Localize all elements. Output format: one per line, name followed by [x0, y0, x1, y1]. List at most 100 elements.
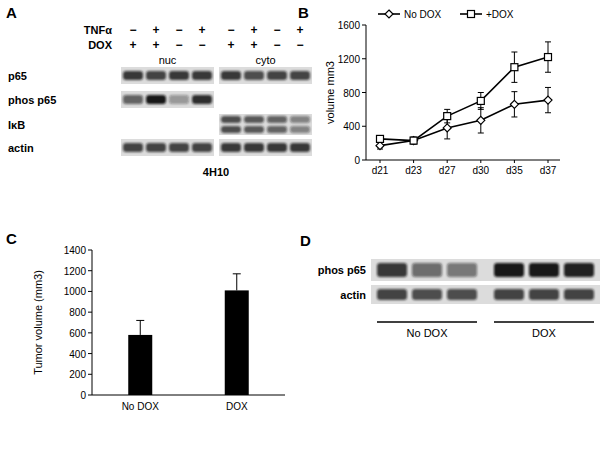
blot-band: [267, 143, 287, 152]
blot-band: [447, 289, 477, 300]
plot-area: [128, 274, 249, 395]
series-line: [380, 100, 548, 146]
blot-band: [529, 289, 559, 300]
y-tick-label: 1600: [338, 20, 361, 31]
error-bar-cap: [545, 41, 551, 42]
y-tick-label: 400: [343, 121, 360, 132]
error-bar: [377, 142, 383, 149]
error-bar: [377, 136, 383, 143]
condition-sign: +: [152, 23, 159, 37]
x-tick-label: d23: [405, 165, 422, 176]
plot-area: [376, 42, 552, 150]
blot-band: [529, 263, 559, 277]
blot-band: [123, 95, 143, 104]
blot-row-label: IκB: [8, 119, 25, 131]
x-tick-label: d35: [506, 165, 523, 176]
marker: [410, 137, 418, 145]
blot-band: [244, 143, 264, 152]
x-axis: [92, 395, 285, 396]
y-tick: [88, 312, 92, 313]
blot-strip: [121, 91, 214, 108]
marker: [544, 96, 552, 104]
condition-sign: +: [227, 38, 234, 52]
panel-label: A: [6, 4, 17, 21]
y-tick: [362, 92, 366, 93]
blot-band: [290, 143, 310, 152]
y-tick-label: 0: [80, 390, 86, 401]
y-tick-label: 1200: [338, 54, 361, 65]
panel-b: B040080012001600volume mm3d21d23d27d30d3…: [298, 4, 560, 176]
blot-band: [244, 116, 264, 123]
error-bar-cap: [444, 138, 450, 139]
error-bar: [444, 109, 450, 123]
error-bar-cap: [444, 109, 450, 110]
blot-band: [192, 95, 212, 104]
blot-band: [221, 71, 241, 80]
condition-sign: −: [198, 38, 205, 52]
group-bracket: [494, 321, 594, 323]
x-tick: [548, 160, 549, 163]
y-tick-label: 1400: [64, 245, 87, 256]
blot-band: [146, 143, 166, 152]
blot-band: [447, 263, 477, 277]
error-bar-cap: [136, 320, 144, 321]
condition-sign: −: [175, 23, 182, 37]
group-label: DOX: [532, 327, 557, 339]
y-tick: [88, 353, 92, 354]
blot-band: [494, 263, 524, 277]
y-tick-label: 400: [69, 349, 86, 360]
blot-band: [244, 71, 264, 80]
blot-band: [412, 289, 442, 300]
figure: ATNFα−+−+−+−+DOX++−−++−−nuccytop65phos p…: [0, 0, 600, 450]
blot-band: [169, 143, 189, 152]
y-axis-label: Tumor volume (mm3): [32, 270, 44, 375]
x-axis: [366, 160, 560, 161]
y-tick-label: 800: [343, 88, 360, 99]
y-tick: [362, 126, 366, 127]
blot-band: [146, 71, 166, 80]
blot-row-label: actin: [340, 289, 366, 301]
y-tick: [362, 160, 366, 161]
condition-sign: −: [129, 23, 136, 37]
error-bar: [545, 87, 551, 112]
blot-strip: [371, 285, 600, 304]
condition-sign: +: [198, 23, 205, 37]
condition-sign: +: [296, 23, 303, 37]
y-tick: [88, 270, 92, 271]
bar: [225, 290, 249, 395]
x-tick-label: d21: [372, 165, 389, 176]
marker: [385, 10, 393, 18]
error-bar-cap: [511, 52, 517, 53]
marker: [477, 97, 484, 104]
error-bar: [478, 108, 484, 133]
blot-band: [123, 143, 143, 152]
blot-strip: [121, 139, 214, 156]
blot-band: [221, 116, 241, 123]
error-bar-cap: [478, 109, 484, 110]
error-bar: [545, 42, 551, 72]
group-label: No DOX: [407, 327, 449, 339]
blot-band: [494, 289, 524, 300]
legend-label: No DOX: [404, 9, 442, 20]
marker: [545, 54, 552, 61]
blot-row-label: actin: [8, 142, 34, 154]
blot-band: [123, 71, 143, 80]
y-tick: [362, 25, 366, 26]
error-bar: [511, 92, 517, 117]
fraction-label: nuc: [159, 54, 177, 66]
blot-band: [290, 126, 310, 133]
marker: [444, 113, 451, 120]
blot-band: [377, 263, 407, 277]
marker: [510, 100, 518, 108]
blot-band: [244, 126, 264, 133]
blot-strip: [219, 67, 312, 84]
marker: [410, 137, 417, 144]
marker: [511, 64, 518, 71]
legend-label: +DOX: [486, 9, 514, 20]
x-tick-label: No DOX: [122, 401, 160, 412]
panel-d: Dphos p65actinNo DOXDOX: [300, 232, 600, 339]
x-tick: [413, 160, 414, 163]
error-bar: [478, 93, 484, 110]
blot-band: [564, 263, 594, 277]
y-axis: [92, 250, 93, 395]
